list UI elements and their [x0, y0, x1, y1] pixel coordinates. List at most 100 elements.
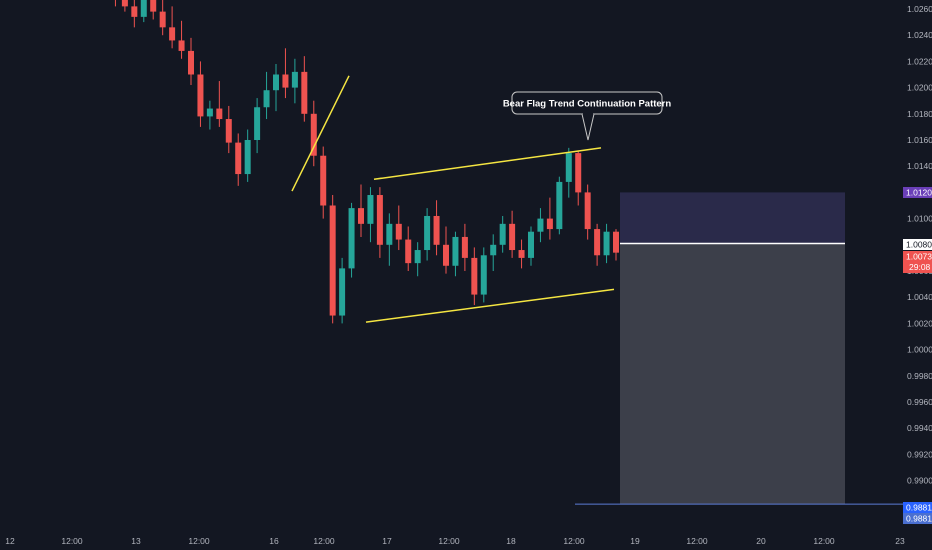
- x-tick-label: 16: [269, 536, 279, 546]
- candle-body: [556, 181, 563, 230]
- candle-body: [546, 218, 553, 230]
- candle-body: [121, 0, 128, 7]
- candle-body: [490, 244, 497, 256]
- candle-body: [414, 250, 421, 264]
- candle-body: [471, 257, 478, 295]
- candle-body: [480, 255, 487, 295]
- candle-body: [159, 11, 166, 28]
- candle-body: [461, 236, 468, 258]
- x-tick-label: 20: [756, 536, 766, 546]
- candle-body: [613, 231, 619, 253]
- candle-body: [452, 236, 459, 266]
- y-tick-label: 1.01600: [907, 135, 932, 145]
- flag-lower-trendline[interactable]: [365, 288, 615, 323]
- y-tick-label: 1.01800: [907, 109, 932, 119]
- candle-body: [150, 0, 157, 12]
- target-zone[interactable]: [620, 192, 845, 244]
- x-tick-label: 12: [5, 536, 15, 546]
- x-tick-label: 12:00: [813, 536, 835, 546]
- stop-price-tag-1: 0.98819: [906, 503, 932, 513]
- candle-body: [329, 205, 336, 316]
- stop-zone[interactable]: [620, 243, 845, 505]
- candle-body: [206, 108, 213, 117]
- candle-body: [310, 113, 317, 156]
- x-tick-label: 18: [506, 536, 516, 546]
- candle-body: [301, 71, 308, 114]
- y-tick-label: 1.02400: [907, 30, 932, 40]
- candle-body: [376, 195, 383, 245]
- candle-body: [188, 50, 194, 75]
- candle-body: [225, 119, 232, 143]
- y-tick-label: 1.00200: [907, 318, 932, 328]
- x-tick-label: 23: [895, 536, 905, 546]
- candle-body: [509, 223, 516, 251]
- x-tick-label: 12:00: [686, 536, 708, 546]
- candle-body: [197, 74, 204, 117]
- stop-price-tag-2: 0.98815: [906, 514, 932, 524]
- x-tick-label: 17: [382, 536, 392, 546]
- y-tick-label: 1.02000: [907, 83, 932, 93]
- x-tick-label: 12:00: [61, 536, 83, 546]
- candle-body: [395, 223, 402, 240]
- candle-body: [244, 140, 251, 175]
- candle-body: [348, 208, 355, 269]
- x-tick-label: 12:00: [313, 536, 335, 546]
- candle-body: [320, 155, 327, 206]
- pattern-callout[interactable]: Bear Flag Trend Continuation Pattern: [503, 91, 672, 141]
- candle-body: [594, 229, 601, 256]
- flag-upper-trendline[interactable]: [373, 147, 602, 181]
- candle-body: [603, 231, 610, 256]
- countdown-tag: 29:08: [909, 262, 931, 272]
- candle-body: [584, 192, 591, 230]
- entry-price-tag: 1.00807: [906, 240, 932, 250]
- candle-body: [405, 239, 412, 264]
- candle-body: [140, 0, 147, 17]
- candle-body: [263, 90, 270, 108]
- y-tick-label: 1.00400: [907, 292, 932, 302]
- candle-body: [367, 195, 374, 224]
- candle-body: [443, 244, 449, 266]
- candle-body: [537, 218, 544, 232]
- candle-body: [178, 40, 185, 51]
- candle-body: [254, 107, 261, 140]
- candle-body: [358, 208, 364, 224]
- candle-body: [235, 142, 242, 175]
- y-tick-label: 0.99000: [907, 476, 932, 486]
- candle-body: [528, 231, 534, 258]
- candle-body: [499, 223, 506, 245]
- candle-body: [433, 215, 440, 245]
- candle-body: [339, 268, 346, 316]
- x-tick-label: 12:00: [188, 536, 210, 546]
- x-tick-label: 12:00: [563, 536, 585, 546]
- candle-body: [565, 153, 572, 182]
- x-tick-label: 12:00: [438, 536, 460, 546]
- y-tick-label: 1.02200: [907, 56, 932, 66]
- candle-body: [424, 215, 431, 251]
- candlestick-series: [114, 0, 619, 324]
- y-tick-label: 1.01400: [907, 161, 932, 171]
- x-tick-label: 19: [630, 536, 640, 546]
- candle-body: [291, 71, 298, 88]
- candle-body: [131, 6, 138, 17]
- pole-trendline[interactable]: [291, 75, 350, 192]
- x-tick-label: 13: [131, 536, 141, 546]
- candle-body: [273, 74, 279, 91]
- candle-body: [282, 74, 289, 88]
- time-axis[interactable]: 12 12:00 13 12:00 16 12:00 17 12:00 18 12:00 19 12:…: [5, 536, 905, 546]
- y-tick-label: 1.01000: [907, 214, 932, 224]
- candle-body: [575, 153, 582, 193]
- candle-body: [386, 223, 393, 245]
- candle-body: [216, 108, 223, 120]
- candle-body: [169, 27, 176, 41]
- callout-label: Bear Flag Trend Continuation Pattern: [503, 99, 672, 110]
- candle-body: [518, 250, 525, 258]
